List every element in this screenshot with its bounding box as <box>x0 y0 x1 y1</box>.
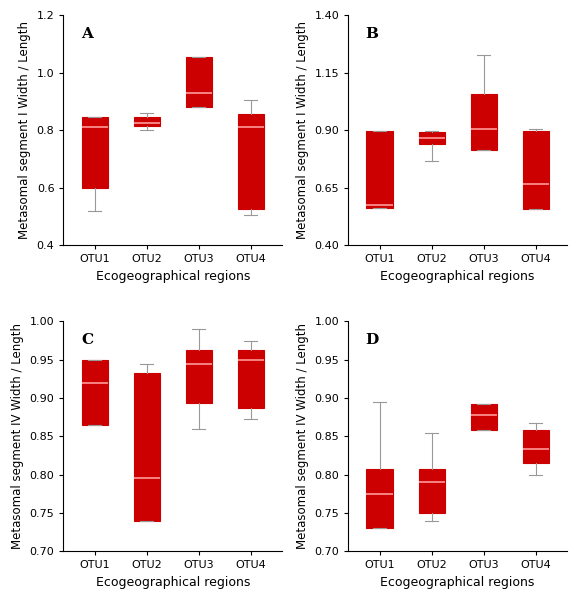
PathPatch shape <box>186 57 212 107</box>
Y-axis label: Metasomal segment I Width / Length: Metasomal segment I Width / Length <box>296 21 309 239</box>
PathPatch shape <box>523 430 549 463</box>
PathPatch shape <box>238 350 264 408</box>
Y-axis label: Metasomal segment IV Width / Length: Metasomal segment IV Width / Length <box>11 323 24 550</box>
PathPatch shape <box>523 131 549 209</box>
X-axis label: Ecogeographical regions: Ecogeographical regions <box>95 576 250 589</box>
Text: A: A <box>81 26 93 41</box>
PathPatch shape <box>186 350 212 403</box>
Text: B: B <box>366 26 379 41</box>
Y-axis label: Metasomal segment I Width / Length: Metasomal segment I Width / Length <box>18 21 31 239</box>
PathPatch shape <box>366 469 392 529</box>
PathPatch shape <box>470 404 497 430</box>
Text: D: D <box>366 333 379 347</box>
PathPatch shape <box>418 469 444 513</box>
PathPatch shape <box>418 133 444 144</box>
X-axis label: Ecogeographical regions: Ecogeographical regions <box>380 269 535 283</box>
X-axis label: Ecogeographical regions: Ecogeographical regions <box>95 269 250 283</box>
X-axis label: Ecogeographical regions: Ecogeographical regions <box>380 576 535 589</box>
PathPatch shape <box>134 117 160 126</box>
PathPatch shape <box>81 359 108 425</box>
PathPatch shape <box>238 114 264 209</box>
PathPatch shape <box>470 94 497 149</box>
Text: C: C <box>81 333 93 347</box>
PathPatch shape <box>81 117 108 188</box>
PathPatch shape <box>134 373 160 521</box>
PathPatch shape <box>366 131 392 208</box>
Y-axis label: Metasomal segment IV Width / Length: Metasomal segment IV Width / Length <box>296 323 309 550</box>
